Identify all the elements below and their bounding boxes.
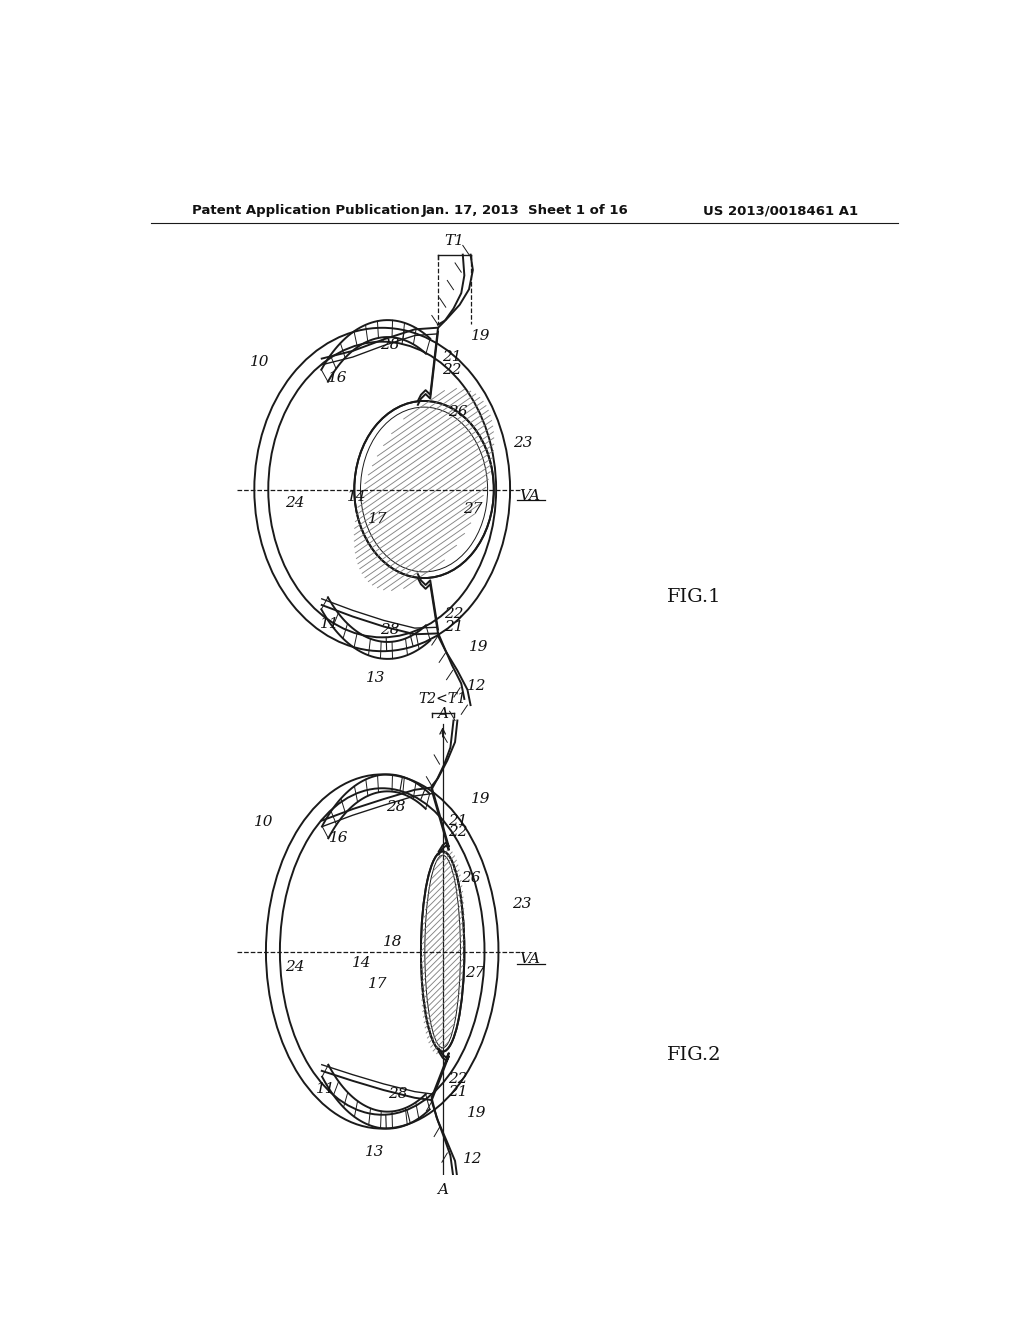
Text: 22: 22 xyxy=(447,825,467,840)
Text: 23: 23 xyxy=(513,437,534,450)
Text: 13: 13 xyxy=(367,671,386,685)
Ellipse shape xyxy=(354,401,494,578)
Text: 28: 28 xyxy=(388,1086,408,1101)
Text: 19: 19 xyxy=(467,1106,486,1121)
Text: 27: 27 xyxy=(463,502,482,516)
Text: VA: VA xyxy=(519,488,540,503)
Text: 27: 27 xyxy=(466,966,485,979)
Text: 10: 10 xyxy=(250,355,269,370)
Text: FIG.1: FIG.1 xyxy=(667,589,721,606)
Text: 14: 14 xyxy=(347,490,367,504)
Text: 19: 19 xyxy=(471,329,490,342)
Text: 24: 24 xyxy=(285,960,304,974)
Text: 11: 11 xyxy=(319,618,339,631)
Text: 17: 17 xyxy=(368,977,387,991)
Text: 22: 22 xyxy=(447,1072,467,1085)
Text: Jan. 17, 2013  Sheet 1 of 16: Jan. 17, 2013 Sheet 1 of 16 xyxy=(422,205,628,218)
Text: 19: 19 xyxy=(471,792,490,807)
Ellipse shape xyxy=(421,851,464,1052)
Text: 26: 26 xyxy=(461,871,480,886)
Text: 26: 26 xyxy=(447,405,467,420)
Text: 11: 11 xyxy=(315,1081,336,1096)
Text: Patent Application Publication: Patent Application Publication xyxy=(191,205,419,218)
Text: 28: 28 xyxy=(380,623,399,636)
Text: 21: 21 xyxy=(447,1085,467,1098)
Text: 14: 14 xyxy=(352,956,372,970)
Text: 21: 21 xyxy=(442,350,462,364)
Text: 12: 12 xyxy=(463,1152,482,1167)
Text: 16: 16 xyxy=(328,371,347,385)
Text: 23: 23 xyxy=(512,896,531,911)
Text: FIG.2: FIG.2 xyxy=(667,1047,721,1064)
Text: 19: 19 xyxy=(469,640,488,655)
Text: 10: 10 xyxy=(254,816,273,829)
Text: 28: 28 xyxy=(386,800,406,813)
Text: 22: 22 xyxy=(443,607,463,622)
Text: A: A xyxy=(437,1183,449,1197)
Text: 13: 13 xyxy=(365,1144,384,1159)
Text: A: A xyxy=(437,708,449,721)
Text: 24: 24 xyxy=(285,496,304,511)
Text: 16: 16 xyxy=(329,830,348,845)
Text: US 2013/0018461 A1: US 2013/0018461 A1 xyxy=(702,205,858,218)
Text: T1: T1 xyxy=(444,234,464,248)
Text: 22: 22 xyxy=(442,363,462,378)
Text: 21: 21 xyxy=(447,813,467,828)
Text: 17: 17 xyxy=(368,512,387,525)
Text: 21: 21 xyxy=(443,619,463,634)
Text: VA: VA xyxy=(519,952,540,966)
Text: T2<T1: T2<T1 xyxy=(419,692,467,706)
Text: 18: 18 xyxy=(383,936,402,949)
Text: 12: 12 xyxy=(467,678,486,693)
Text: 28: 28 xyxy=(380,338,399,351)
